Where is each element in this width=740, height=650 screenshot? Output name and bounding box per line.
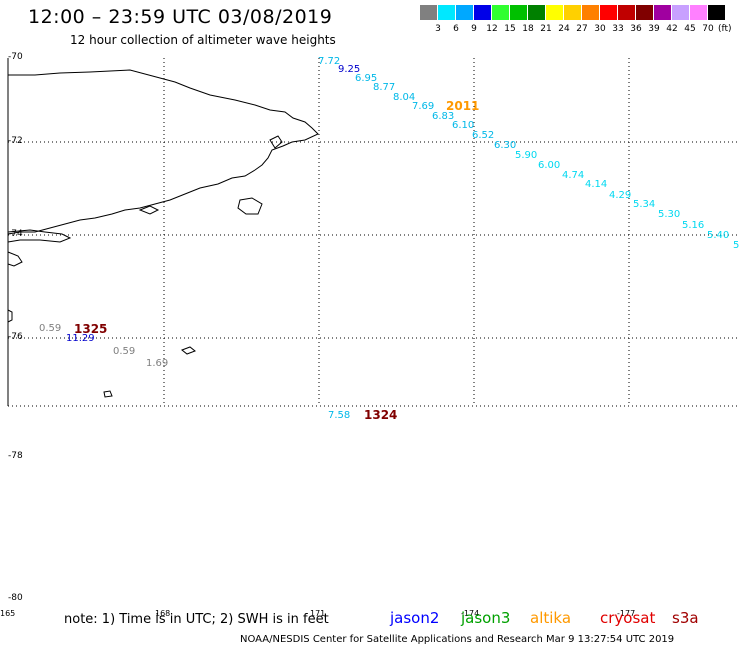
legend-swatch [708,5,725,20]
legend-swatch [690,5,707,20]
legend-label: 45 [684,24,696,34]
satellite-s3a: s3a [672,609,699,627]
legend-label: 30 [594,24,606,34]
legend-swatch [510,5,527,20]
wave-reading: 1.69 [146,358,169,369]
wave-reading: 11.29 [66,333,95,344]
map-subtitle: 12 hour collection of altimeter wave hei… [70,33,336,47]
color-scale-legend: 3 6 9 12 15 18 21 24 27 30 33 36 39 42 45 70 (ft) [420,5,732,37]
legend-swatch [474,5,491,20]
map-title: 12:00 – 23:59 UTC 03/08/2019 [28,6,333,28]
legend-swatch [582,5,599,20]
wave-reading: 6.10 [452,120,475,131]
legend-label: 33 [612,24,624,34]
wave-reading: 0.59 [113,346,136,357]
satellite-altika: altika [530,609,572,627]
lat-label: -76 [8,332,23,342]
legend-label: 24 [558,24,570,34]
wave-reading: 6.52 [472,130,495,141]
lat-label: -72 [8,136,23,146]
satellite-jason3: jason3 [461,609,511,627]
coastline [7,69,319,398]
legend-label: 70 [702,24,714,34]
legend-label: 6 [453,24,459,34]
legend-swatch [420,5,437,20]
wave-reading: 6.00 [538,160,561,171]
legend-swatch [618,5,635,20]
legend-swatch [528,5,545,20]
wave-reading: 0.59 [39,323,62,334]
lat-label: -70 [8,52,23,62]
units-note: note: 1) Time is in UTC; 2) SWH is in fe… [64,612,329,627]
wave-reading: 5.30 [658,209,681,220]
lat-label: -74 [8,229,23,239]
legend-label: 21 [540,24,552,34]
legend-swatch [546,5,563,20]
legend-label: 9 [471,24,477,34]
legend-label: 42 [666,24,678,34]
legend-label: 3 [435,24,441,34]
wave-reading: 4.29 [609,190,632,201]
time-label: 2011 [446,99,480,113]
lat-label: -78 [8,451,23,461]
legend-label: 12 [486,24,498,34]
lon-label: 168 [155,609,171,618]
legend-label: 15 [504,24,516,34]
legend-label: 27 [576,24,588,34]
lon-label: -174 [461,609,480,618]
lon-label: 165 [0,609,16,618]
satellite-cryosat: cryosat [600,609,656,627]
wave-reading: 6.30 [494,140,517,151]
legend-label: 36 [630,24,642,34]
legend-swatch [438,5,455,20]
wave-reading: 9.25 [338,64,361,75]
wave-reading: 7.69 [412,101,435,112]
wave-reading: 8.77 [373,82,396,93]
wave-reading: 8.04 [393,92,416,103]
lat-label: -80 [8,593,23,603]
wave-reading: 5.16 [682,220,705,231]
wave-reading: 7.72 [318,56,341,67]
wave-reading: 5.90 [515,150,538,161]
legend-swatch [600,5,617,20]
wave-reading: 4.14 [585,179,608,190]
legend-swatch [654,5,671,20]
legend-unit: (ft) [718,24,732,34]
lon-label: -177 [617,609,636,618]
wave-reading: 7.58 [328,410,351,421]
time-label: 1324 [364,408,398,422]
wave-reading: 5 [733,240,740,251]
satellite-jason2: jason2 [390,609,440,627]
wave-reading: 4.74 [562,170,585,181]
lon-label: 171 [310,609,326,618]
wave-reading: 6.95 [355,73,378,84]
wave-reading: 5.34 [633,199,656,210]
wave-reading: 5.40 [707,230,730,241]
legend-swatch [636,5,653,20]
footer-credit: NOAA/NESDIS Center for Satellite Applica… [240,634,675,645]
legend-swatch [456,5,473,20]
legend-label: 18 [522,24,534,34]
legend-label: 39 [648,24,660,34]
time-label: 1325 [74,322,108,336]
legend-swatch [492,5,509,20]
wave-reading: 6.83 [432,111,455,122]
legend-swatch [564,5,581,20]
legend-swatch [672,5,689,20]
